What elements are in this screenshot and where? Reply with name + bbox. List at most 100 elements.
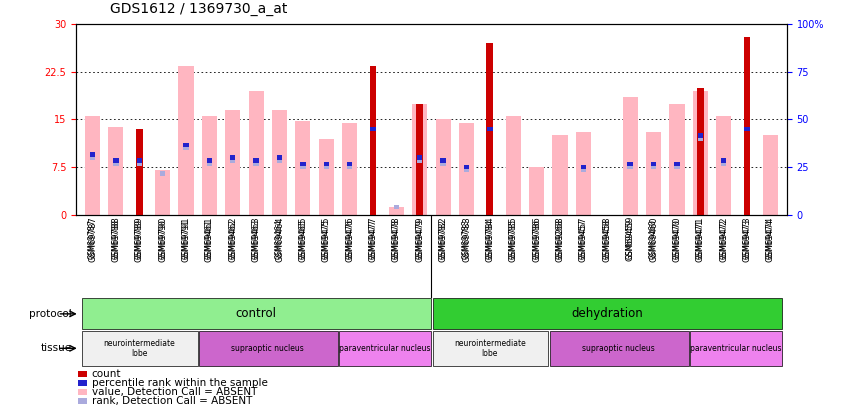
Text: GSM69462: GSM69462 (228, 219, 237, 259)
Bar (179, 66, 194, 215)
Text: GSM69464: GSM69464 (275, 219, 284, 259)
Bar (272, 110, 287, 215)
Bar (108, 127, 124, 215)
Bar (576, 132, 591, 215)
Bar (254, 162, 259, 166)
Text: tissue: tissue (41, 343, 72, 353)
Bar (225, 110, 240, 215)
Bar (651, 162, 656, 166)
Bar (552, 135, 568, 215)
Bar (487, 127, 492, 131)
Bar (347, 162, 352, 166)
Text: GSM69788: GSM69788 (112, 219, 120, 259)
Bar (464, 168, 470, 173)
Bar (432, 298, 782, 329)
Bar (744, 37, 750, 215)
Bar (441, 158, 446, 163)
Bar (416, 104, 423, 215)
Bar (623, 97, 638, 215)
Bar (580, 168, 586, 173)
Bar (697, 88, 704, 215)
Bar (136, 162, 142, 166)
Text: GSM69458: GSM69458 (602, 219, 612, 259)
Text: GSM69785: GSM69785 (508, 219, 518, 259)
Bar (199, 331, 338, 366)
Bar (441, 162, 446, 166)
Bar (295, 122, 310, 215)
Bar (389, 207, 404, 215)
Text: GSM69460: GSM69460 (649, 219, 658, 259)
Text: GSM69782: GSM69782 (438, 219, 448, 259)
Bar (90, 152, 95, 157)
Text: paraventricular nucleus: paraventricular nucleus (689, 344, 781, 353)
Text: neurointermediate
lobe: neurointermediate lobe (103, 339, 175, 358)
Bar (206, 158, 212, 163)
Text: GSM69474: GSM69474 (766, 219, 775, 259)
Bar (78, 380, 86, 386)
Text: neurointermediate
lobe: neurointermediate lobe (454, 339, 525, 358)
Text: value, Detection Call = ABSENT: value, Detection Call = ABSENT (91, 387, 257, 397)
Text: GSM69791: GSM69791 (182, 219, 190, 259)
Text: dehydration: dehydration (571, 307, 643, 320)
Bar (113, 162, 118, 166)
Text: GSM69465: GSM69465 (299, 219, 307, 259)
Text: protocol: protocol (29, 309, 72, 319)
Text: supraoptic nucleus: supraoptic nucleus (232, 344, 305, 353)
Bar (85, 116, 100, 215)
Text: GSM69461: GSM69461 (205, 219, 214, 259)
Bar (82, 298, 431, 329)
Bar (432, 331, 548, 366)
Bar (136, 158, 142, 163)
Bar (206, 162, 212, 166)
Bar (371, 127, 376, 131)
Bar (693, 91, 708, 215)
Bar (78, 398, 86, 404)
Bar (230, 158, 235, 163)
Bar (113, 158, 118, 163)
Bar (82, 331, 198, 366)
Text: GSM69789: GSM69789 (135, 219, 144, 259)
Bar (651, 165, 656, 169)
Text: supraoptic nucleus: supraoptic nucleus (582, 344, 655, 353)
Bar (347, 165, 352, 169)
Bar (716, 116, 731, 215)
Bar (160, 171, 165, 176)
Bar (674, 165, 679, 169)
Bar (300, 162, 305, 166)
Bar (184, 146, 189, 150)
Bar (459, 123, 474, 215)
Bar (324, 165, 329, 169)
Bar (412, 104, 427, 215)
Bar (342, 123, 357, 215)
Text: GSM69476: GSM69476 (345, 219, 354, 259)
Text: percentile rank within the sample: percentile rank within the sample (91, 378, 267, 388)
Bar (436, 119, 451, 215)
Bar (230, 156, 235, 160)
Bar (506, 116, 521, 215)
Bar (202, 116, 217, 215)
Bar (339, 331, 431, 366)
Bar (486, 43, 493, 215)
Bar (464, 165, 470, 169)
Bar (628, 165, 633, 169)
Bar (393, 205, 399, 209)
Bar (744, 127, 750, 131)
Text: GSM69463: GSM69463 (251, 219, 261, 259)
Text: GSM69479: GSM69479 (415, 219, 425, 259)
Text: GSM69477: GSM69477 (369, 219, 377, 259)
Bar (90, 156, 95, 160)
Bar (550, 331, 689, 366)
Bar (319, 139, 334, 215)
Bar (763, 135, 778, 215)
Bar (580, 165, 586, 169)
Bar (155, 170, 170, 215)
Bar (698, 133, 703, 138)
Bar (184, 143, 189, 147)
Bar (721, 158, 727, 163)
Bar (300, 165, 305, 169)
Text: control: control (236, 307, 277, 320)
Bar (324, 162, 329, 166)
Text: GSM69784: GSM69784 (486, 219, 494, 259)
Bar (698, 136, 703, 141)
Text: GSM69471: GSM69471 (695, 219, 705, 259)
